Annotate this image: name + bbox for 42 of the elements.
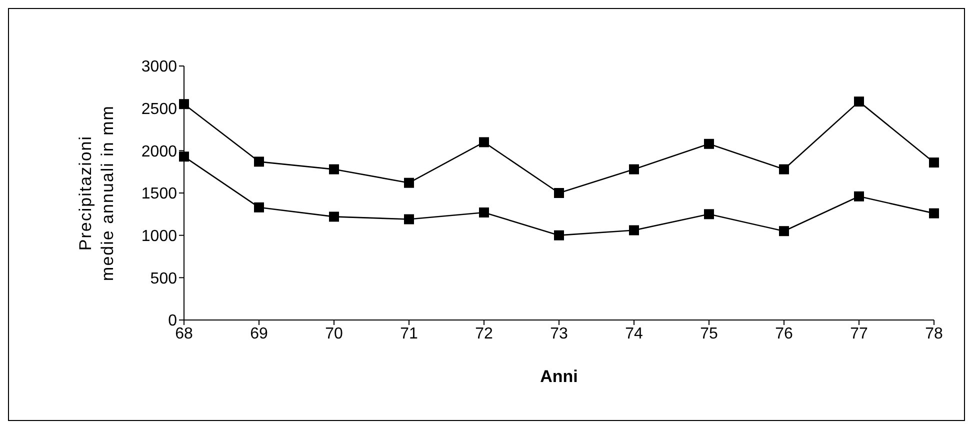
point [254,156,264,167]
point [704,209,714,220]
point [479,137,489,148]
x-tick-label: 76 [775,325,793,342]
point [329,212,339,222]
point [179,99,189,110]
y-tick-label: 0 [168,312,178,330]
y-axis-title: Precipitazioni medie annuali in mm [76,105,117,281]
point [779,164,789,174]
point [629,225,639,236]
x-tick-label: 74 [625,325,643,342]
point [929,208,939,218]
x-tick-label: 77 [850,325,868,342]
x-tick-label: 75 [700,325,718,342]
y-tick-label: 1000 [141,228,178,246]
y-tick-label: 2500 [141,101,178,118]
point [479,207,489,218]
x-tick-label: 70 [325,325,343,342]
point [404,178,414,188]
y-tick-label: 500 [150,270,178,288]
point [779,226,789,236]
point [179,152,189,162]
point [254,202,264,212]
x-tick-label: 69 [250,325,268,342]
point [404,214,414,224]
point [929,158,939,168]
point [329,164,339,174]
x-tick-label: 73 [550,325,568,342]
point [704,138,714,149]
y-tick-label: 3000 [141,58,178,76]
x-tick-label: 72 [475,325,493,342]
point [854,96,864,107]
x-tick-label: 68 [175,325,193,342]
point [629,164,639,174]
y-tick-label: 2000 [141,143,178,160]
x-axis-title: Anni [540,367,578,386]
y-tick-label: 1500 [141,186,178,203]
point [854,191,864,202]
x-tick-label: 78 [925,325,943,342]
point [554,230,564,240]
point [554,188,564,198]
x-tick-label: 71 [400,325,418,342]
